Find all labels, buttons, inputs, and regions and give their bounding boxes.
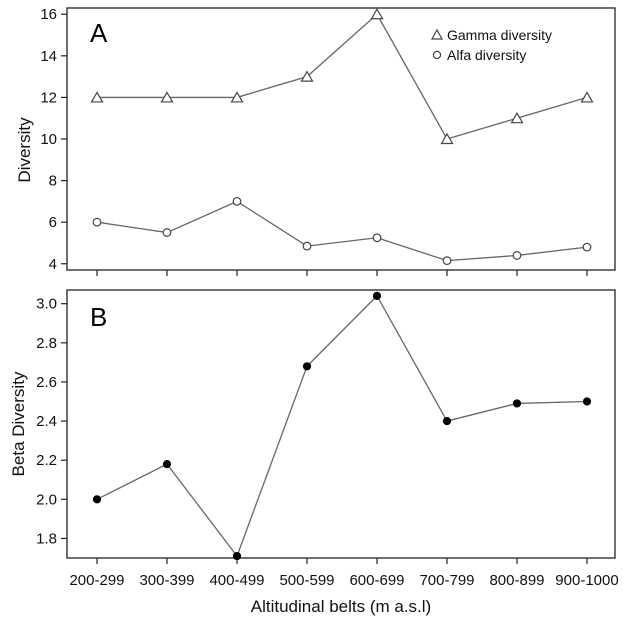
data-point-dot [582,397,592,406]
y-tick-label: 2.4 [36,413,57,430]
legend-label-gamma: Gamma diversity [447,27,552,43]
data-point-triangle [300,70,314,82]
x-tick-label: 400-499 [209,572,264,589]
y-tick-label: 2.8 [36,335,57,352]
x-tick-label: 800-899 [489,572,544,589]
data-point-triangle [440,132,454,145]
y-tick-label: 12 [40,89,57,106]
panel-a-y-axis-title: Diversity [15,117,34,183]
x-tick-label: 500-599 [279,572,334,589]
panel-b-x-ticks: 200-299 300-399 400-499 500-599 600-699 700-7… [69,558,619,589]
panel-a: A Diversity 4 6 8 10 12 14 16 Gamma diversity … [15,6,616,276]
panel-a-series [90,8,594,266]
y-tick-label: 4 [49,256,57,273]
data-point-circle [442,256,452,266]
legend-item-alfa: Alfa diversity [432,47,526,63]
data-point-circle [232,196,242,206]
panel-a-letter: A [90,18,108,48]
data-point-circle [162,228,172,237]
data-point-triangle [370,8,384,20]
data-point-circle [302,241,312,251]
data-point-dot [162,460,172,469]
data-point-circle [582,242,592,252]
legend-triangle-marker [430,28,444,40]
panel-b-frame [66,289,616,559]
y-tick-label: 2.0 [36,491,57,508]
data-point-triangle [90,91,104,103]
panel-b-letter: B [90,302,107,332]
panel-b-y-axis-title: Beta Diversity [9,371,28,476]
legend: Gamma diversity Alfa diversity [430,27,552,63]
series-line [96,200,588,262]
x-tick-label: 700-799 [419,572,474,589]
x-tick-label: 900-1000 [555,572,618,589]
data-point-triangle [580,91,594,103]
data-point-dot [372,291,382,300]
panel-a-y-ticks: 4 6 8 10 12 14 16 [40,6,67,273]
x-tick-label: 300-399 [139,572,194,589]
data-point-circle [92,217,102,227]
y-tick-label: 10 [40,131,57,148]
panel-a-x-ticks [96,270,588,276]
data-point-circle [512,251,522,260]
x-tick-label: 600-699 [349,572,404,589]
y-tick-label: 16 [40,6,57,23]
y-tick-label: 2.6 [36,374,57,391]
series-line [97,13,588,140]
y-tick-label: 8 [49,173,57,190]
data-point-dot [512,399,522,408]
legend-circle-marker [432,50,442,60]
legend-item-gamma: Gamma diversity [430,27,552,43]
y-tick-label: 3.0 [36,296,57,313]
legend-label-alfa: Alfa diversity [447,47,526,63]
x-tick-label: 200-299 [69,572,124,589]
panel-b-series [92,291,592,561]
y-tick-label: 2.2 [36,452,57,469]
data-point-dot [442,416,452,426]
y-tick-label: 1.8 [36,530,57,547]
data-point-triangle [230,91,244,103]
data-point-triangle [160,91,174,103]
data-point-triangle [510,112,524,124]
panel-b-y-ticks: 1.8 2.0 2.2 2.4 2.6 2.8 3.0 [36,296,67,547]
y-tick-label: 14 [40,48,57,65]
panel-b: B Beta Diversity 1.8 2.0 2.2 2.4 2.6 2.8 3.0 2… [9,289,619,616]
data-point-circle [372,233,382,243]
series-line [96,294,588,558]
data-point-dot [92,495,102,504]
panel-a-frame [66,7,616,271]
data-point-dot [232,551,242,561]
y-tick-label: 6 [49,214,57,231]
x-axis-title: Altitudinal belts (m a.s.l) [251,597,431,616]
data-point-dot [302,362,312,371]
